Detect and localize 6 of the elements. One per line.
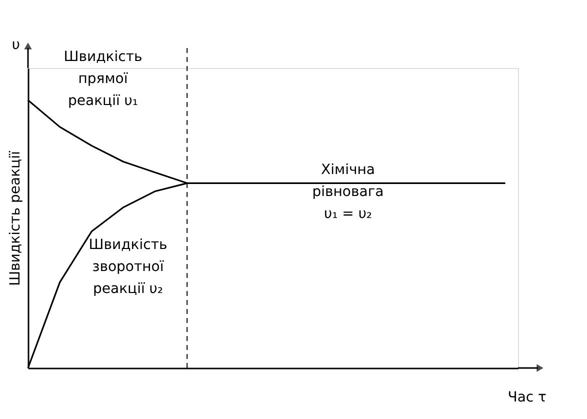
text: υ [12,37,20,53]
annotation: Швидкість зворотної реакції υ₂ [88,237,168,297]
annotation: Хімічна рівновага υ₁ = υ₂ [312,162,384,222]
x-axis-title: Час τ [508,390,546,406]
annotation: Швидкість прямої реакції υ₁ [64,49,142,109]
y-axis-title: Швидкість реакції [8,151,24,286]
